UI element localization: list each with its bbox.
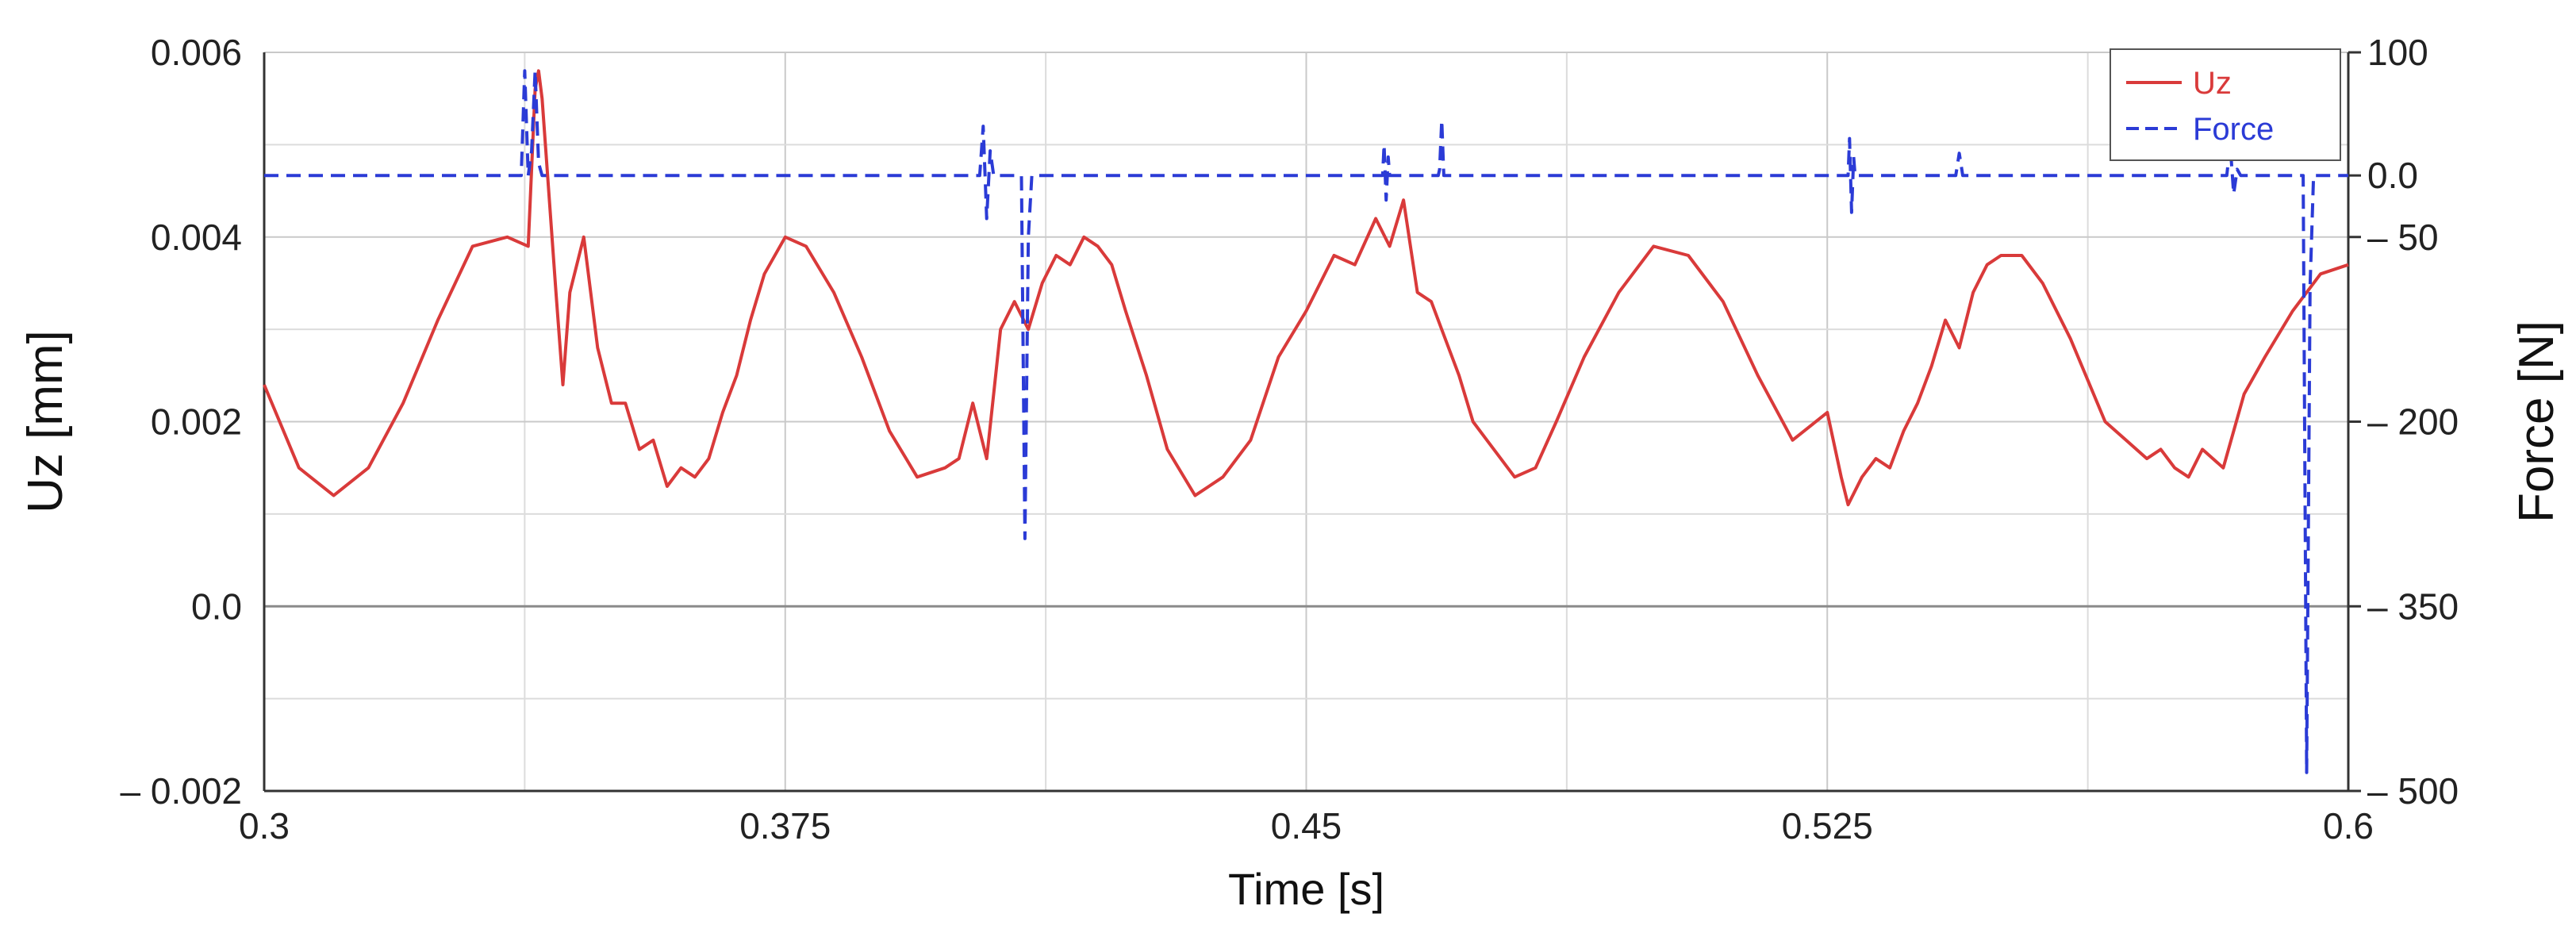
legend-label-force: Force [2193, 112, 2274, 147]
y-right-tick-label: 0.0 [2367, 155, 2418, 196]
y-axis-right-title: Force [N] [2509, 321, 2564, 523]
x-tick-label: 0.375 [739, 805, 831, 846]
y-right-tick-label: – 50 [2367, 217, 2439, 258]
y-left-tick-label: 0.0 [191, 585, 242, 627]
x-tick-label: 0.525 [1782, 805, 1873, 846]
x-tick-label: 0.45 [1271, 805, 1342, 846]
y-right-tick-label: – 350 [2367, 585, 2459, 627]
y-left-tick-label: 0.006 [151, 32, 242, 73]
legend: Uz Force [2110, 48, 2341, 161]
y-left-tick-label: 0.002 [151, 401, 242, 443]
x-tick-label: 0.3 [239, 805, 290, 846]
y-left-tick-label: – 0.002 [121, 770, 242, 812]
y-right-tick-label: – 500 [2367, 770, 2459, 812]
x-axis-title: Time [s] [1228, 864, 1384, 914]
y-axis-left-title: Uz [mm] [18, 330, 73, 513]
y-right-tick-label: – 200 [2367, 401, 2459, 443]
x-tick-label: 0.6 [2323, 805, 2374, 846]
legend-label-uz: Uz [2193, 66, 2232, 101]
y-left-tick-label: 0.004 [151, 217, 242, 258]
y-right-tick-label: 100 [2367, 32, 2428, 73]
series-line-force [264, 69, 2348, 774]
legend-box [2110, 48, 2341, 161]
series-line-uz [263, 69, 2349, 507]
